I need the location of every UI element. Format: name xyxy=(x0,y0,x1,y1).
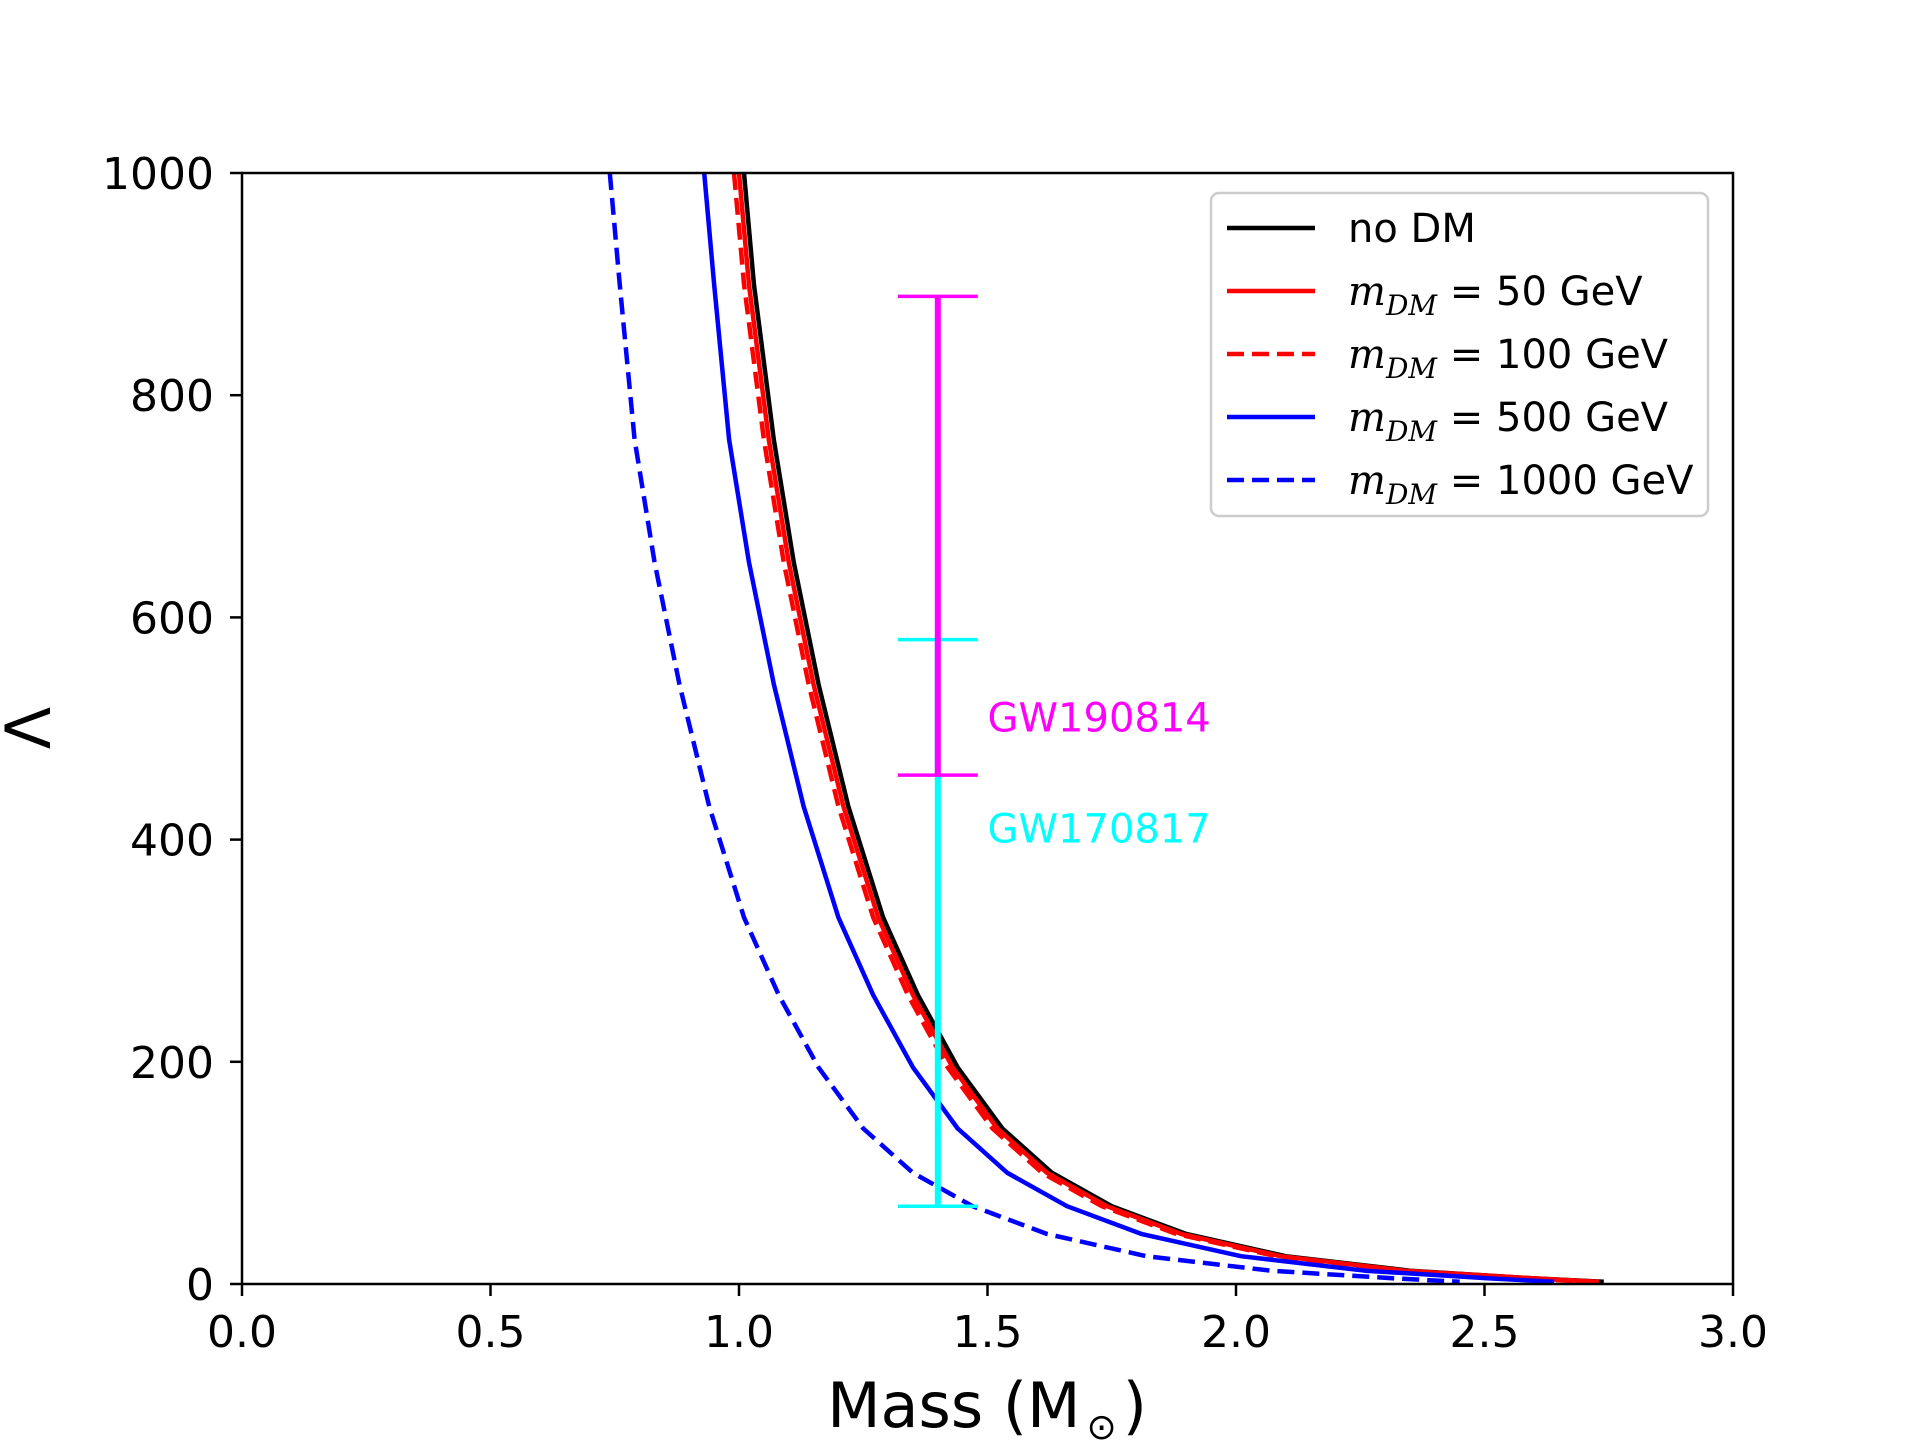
y-tick-label: 800 xyxy=(130,371,214,422)
x-tick-label: 2.5 xyxy=(1450,1307,1520,1358)
y-axis-label: Λ xyxy=(0,707,65,749)
legend-item-m-dm-500-gev: mDM = 500 GeV xyxy=(1227,395,1669,448)
legend-label: mDM = 50 GeV xyxy=(1348,269,1643,322)
legend-label: mDM = 100 GeV xyxy=(1348,332,1669,385)
legend-label: no DM xyxy=(1348,206,1476,252)
annotation-gw170817: GW170817 xyxy=(988,806,1211,852)
x-tick-label: 0.0 xyxy=(207,1307,277,1358)
legend-box xyxy=(1209,191,1710,518)
legend-item-m-dm-100-gev: mDM = 100 GeV xyxy=(1227,332,1669,385)
series-line-m-dm-1000-gev xyxy=(607,172,1460,1285)
series-layer xyxy=(607,172,1604,1285)
legend-item-no-dm: no DM xyxy=(1227,206,1476,252)
x-tick-label: 1.5 xyxy=(953,1307,1023,1358)
y-tick-label: 600 xyxy=(130,593,214,644)
legend: no DM mDM = 50 GeV mDM = 100 GeV mDM = 500 … xyxy=(1209,191,1710,518)
x-axis-label-close: ) xyxy=(1123,1369,1147,1440)
y-axis-ticks: 0 200 400 600 800 1000 xyxy=(102,149,242,1311)
legend-label: mDM = 500 GeV xyxy=(1348,395,1669,448)
y-tick-label: 200 xyxy=(130,1038,214,1089)
annotation-gw190814: GW190814 xyxy=(988,695,1211,741)
errorbar-layer: GW170817 GW190814 xyxy=(897,294,1211,1208)
x-axis-label: Mass (M ⊙) xyxy=(827,1369,1147,1440)
series-line-m-dm-500-gev xyxy=(701,172,1555,1285)
x-axis-ticks: 0.0 0.5 1.0 1.5 2.0 2.5 3.0 xyxy=(207,1284,1768,1358)
x-axis-unit-symbol: ⊙ xyxy=(1087,1407,1117,1440)
y-tick-label: 400 xyxy=(130,816,214,867)
y-tick-label: 1000 xyxy=(102,149,214,200)
x-tick-label: 1.0 xyxy=(704,1307,774,1358)
y-tick-label: 0 xyxy=(186,1260,214,1311)
legend-item-m-dm-1000-gev: mDM = 1000 GeV xyxy=(1227,458,1694,511)
legend-label: mDM = 1000 GeV xyxy=(1348,458,1694,511)
legend-item-m-dm-50-gev: mDM = 50 GeV xyxy=(1227,269,1643,322)
series-line-m-dm-100-gev xyxy=(731,172,1590,1285)
x-tick-label: 3.0 xyxy=(1698,1307,1768,1358)
x-tick-label: 2.0 xyxy=(1201,1307,1271,1358)
x-tick-label: 0.5 xyxy=(456,1307,526,1358)
error-bar-gw190814 xyxy=(897,294,978,777)
